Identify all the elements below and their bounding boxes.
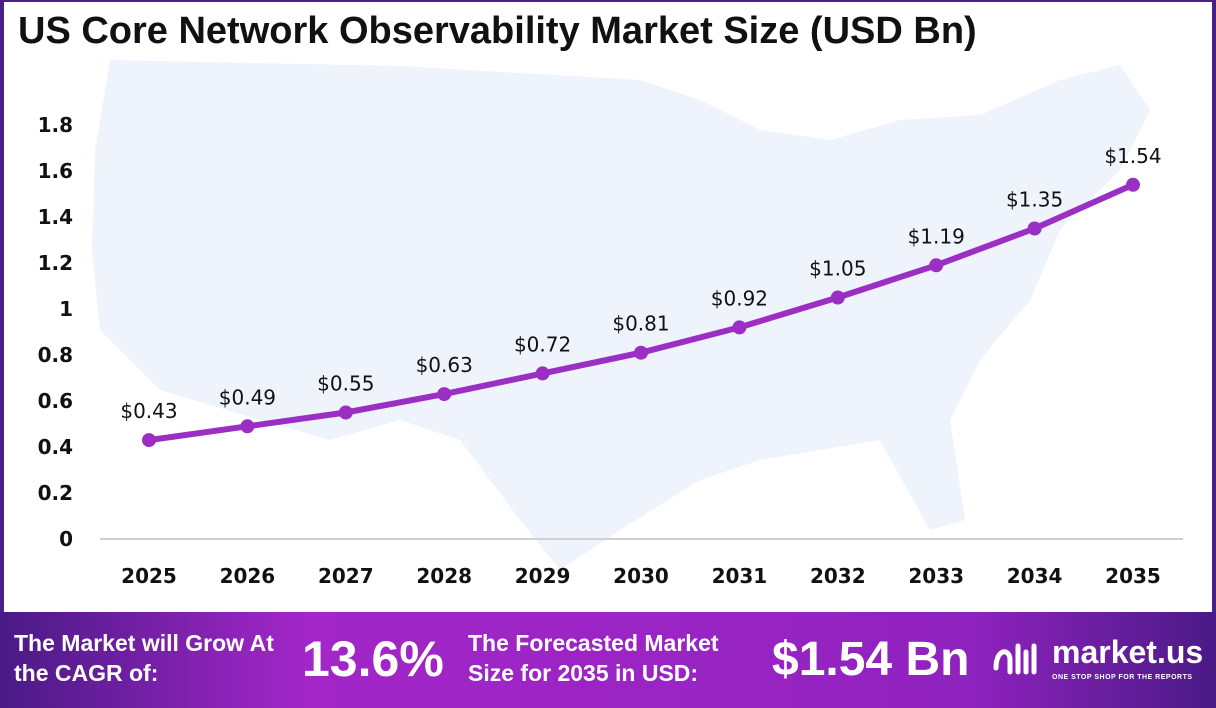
x-tick-label: 2032 — [810, 564, 866, 588]
x-tick-label: 2026 — [220, 564, 276, 588]
x-tick-label: 2035 — [1105, 564, 1161, 588]
market-us-logo-icon — [992, 638, 1042, 682]
cagr-label: The Market will Grow At the CAGR of: — [14, 630, 274, 686]
y-tick-label: 1.4 — [38, 205, 73, 229]
data-label: $0.43 — [120, 399, 177, 423]
x-tick-label: 2034 — [1007, 564, 1063, 588]
data-label: $1.05 — [809, 257, 866, 281]
x-tick-label: 2025 — [121, 564, 177, 588]
data-point — [338, 405, 353, 420]
y-tick-label: 1.8 — [38, 113, 73, 137]
y-tick-label: 1.6 — [38, 159, 73, 183]
data-point — [732, 320, 747, 335]
data-label: $1.19 — [908, 224, 965, 248]
data-point — [929, 258, 944, 273]
data-point — [142, 433, 156, 448]
data-point — [240, 419, 255, 434]
x-tick-label: 2027 — [318, 564, 374, 588]
y-tick-label: 1.2 — [38, 251, 73, 275]
y-tick-label: 0.4 — [38, 435, 73, 459]
us-map-background — [92, 60, 1150, 570]
y-tick-label: 0.8 — [38, 343, 73, 367]
data-point — [437, 387, 452, 402]
brand-tagline: ONE STOP SHOP FOR THE REPORTS — [1052, 674, 1193, 681]
brand-name: market.us — [1052, 634, 1204, 670]
x-tick-label: 2029 — [515, 564, 571, 588]
summary-banner: The Market will Grow At the CAGR of: 13.… — [0, 612, 1216, 708]
x-tick-label: 2031 — [712, 564, 768, 588]
x-tick-label: 2033 — [908, 564, 964, 588]
data-point — [1027, 221, 1042, 236]
chart-frame — [0, 0, 1216, 612]
data-point — [634, 345, 648, 360]
data-label: $0.55 — [317, 372, 374, 396]
forecast-value: $1.54 Bn — [772, 633, 970, 686]
data-label: $0.72 — [514, 332, 571, 356]
data-point — [1126, 177, 1140, 192]
x-tick-label: 2028 — [416, 564, 472, 588]
data-label: $0.63 — [416, 353, 473, 377]
chart-title: US Core Network Observability Market Siz… — [18, 10, 977, 52]
forecast-label: The Forecasted Market Size for 2035 in U… — [468, 630, 719, 686]
y-tick-label: 1 — [59, 297, 73, 321]
cagr-value: 13.6% — [302, 631, 444, 687]
data-point — [535, 366, 550, 381]
data-label: $1.54 — [1104, 144, 1161, 168]
data-point — [830, 290, 845, 305]
y-tick-label: 0.6 — [38, 389, 73, 413]
line-chart: 0 0.2 0.4 0.6 0.8 1 1.2 1.4 1.6 1.8 2025 2026 2027 20… — [38, 60, 1183, 588]
data-label: $0.49 — [219, 385, 276, 409]
x-tick-label: 2030 — [613, 564, 669, 588]
data-label: $1.35 — [1006, 188, 1063, 212]
y-tick-label: 0 — [59, 527, 73, 551]
data-label: $0.92 — [711, 286, 768, 310]
y-tick-label: 0.2 — [38, 481, 73, 505]
data-label: $0.81 — [612, 312, 669, 336]
